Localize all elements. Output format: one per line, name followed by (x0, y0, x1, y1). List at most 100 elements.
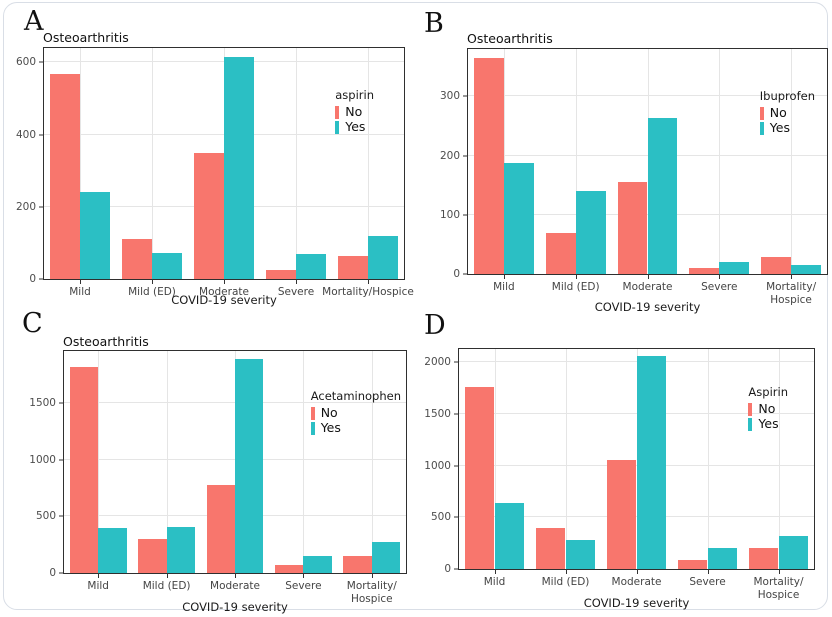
y-tick-mark (59, 515, 64, 517)
x-tick-label: Mortality/Hospice (322, 286, 414, 298)
x-gridline (296, 48, 297, 279)
x-tick-label: Severe (277, 286, 315, 298)
plot-area: Acetaminophen No Yes COVID-19 severity 0… (29, 350, 407, 614)
legend: Aspirin No Yes (748, 385, 788, 432)
y-tick-mark (59, 459, 64, 461)
panel-letter: D (424, 310, 446, 341)
x-tick-label: Mild (493, 281, 515, 293)
panel-a: A Osteoarthritis aspirin No Yes COVID-19… (10, 6, 414, 307)
bar-yes-2 (152, 253, 182, 279)
panel-letter: B (424, 8, 444, 39)
plot-area: Aspirin No Yes COVID-19 severity 0 500 100… (424, 348, 815, 610)
bar-no-3 (194, 152, 224, 279)
x-tick-mark (235, 573, 236, 578)
x-gridline (719, 49, 721, 274)
bar-no-1 (50, 74, 80, 279)
bar-no-5 (338, 256, 368, 279)
bar-no-1 (69, 366, 99, 573)
bar-yes-5 (368, 235, 398, 279)
x-tick-mark (368, 279, 369, 284)
x-tick-mark (371, 573, 373, 578)
y-tick-mark (463, 155, 468, 157)
bar-no-2 (138, 539, 167, 573)
x-tick-mark (166, 573, 168, 578)
bar-yes-2 (166, 526, 196, 573)
y-tick-label: 200 (439, 149, 460, 162)
legend: Ibuprofen No Yes (759, 89, 815, 136)
bar-no-4 (274, 565, 304, 573)
legend-item-no: No (759, 105, 815, 121)
legend-item-yes: Yes (335, 120, 374, 135)
y-tick-label: 100 (439, 208, 460, 221)
y-tick-label: 1000 (424, 459, 451, 472)
legend-label: No (345, 104, 363, 120)
yes-color-swatch (748, 418, 753, 431)
x-gridline (368, 48, 369, 279)
x-tick-label: Mortality/ Hospice (766, 281, 817, 306)
legend-label: Yes (769, 120, 790, 136)
bar-yes-5 (778, 535, 809, 569)
x-tick-mark (80, 279, 81, 284)
legend-label: Yes (320, 420, 341, 436)
bar-no-3 (606, 459, 637, 569)
y-tick-mark (39, 134, 44, 136)
legend-title: aspirin (335, 88, 374, 102)
legend-item-yes: Yes (310, 420, 401, 436)
x-tick-mark (565, 569, 567, 574)
y-tick-label: 1000 (29, 453, 56, 466)
y-tick-label: 500 (430, 511, 451, 524)
x-tick-label: Moderate (611, 576, 662, 588)
y-tick-label: 500 (35, 510, 56, 523)
no-color-swatch (748, 403, 753, 416)
legend-item-yes: Yes (748, 417, 788, 432)
y-tick-mark (454, 516, 459, 518)
bar-no-2 (545, 232, 576, 274)
legend: Acetaminophen No Yes (310, 389, 401, 436)
x-tick-label: Severe (689, 576, 726, 588)
yes-color-swatch (310, 422, 315, 435)
legend-item-no: No (335, 105, 374, 120)
legend-label: Yes (758, 416, 779, 432)
x-tick-mark (575, 274, 577, 279)
legend-label: No (769, 105, 787, 121)
x-tick-mark (707, 569, 709, 574)
y-tick-mark (454, 413, 459, 415)
bar-no-5 (343, 556, 372, 573)
bar-no-1 (464, 387, 495, 569)
y-tick-label: 0 (49, 567, 56, 579)
x-tick-label: Mild (ED) (541, 576, 590, 588)
bar-yes-3 (647, 118, 678, 274)
y-tick-mark (454, 361, 459, 363)
x-gridline (371, 351, 373, 573)
x-tick-mark (791, 274, 793, 279)
x-gridline (575, 49, 577, 274)
y-tick-label: 0 (444, 563, 451, 575)
x-tick-label: Mortality/ Hospice (753, 576, 804, 601)
x-gridline (791, 49, 793, 274)
y-tick-mark (454, 568, 459, 570)
x-gridline (303, 351, 305, 573)
legend-label: Yes (345, 119, 366, 135)
bar-yes-3 (224, 57, 254, 279)
x-tick-mark (503, 274, 505, 279)
bar-no-4 (677, 559, 708, 569)
legend-item-no: No (310, 406, 401, 421)
x-gridline (166, 351, 168, 573)
x-axis-title: COVID-19 severity (182, 600, 288, 614)
bar-yes-1 (98, 527, 127, 573)
x-tick-label: Mild (69, 286, 91, 298)
x-gridline (98, 351, 100, 573)
panel-c: C Osteoarthritis Acetaminophen No Yes CO… (10, 308, 412, 614)
y-tick-mark (59, 402, 64, 404)
x-gridline (707, 349, 709, 569)
bar-yes-2 (565, 540, 596, 569)
bar-no-3 (617, 182, 648, 274)
x-gridline (565, 349, 567, 569)
x-tick-label: Mild (ED) (128, 286, 176, 298)
plot-area: aspirin No Yes COVID-19 severity 0 200 400… (16, 47, 414, 307)
x-tick-mark (296, 279, 297, 284)
bar-yes-4 (707, 548, 738, 569)
panel-letter: C (22, 308, 43, 339)
y-tick-mark (39, 206, 44, 208)
